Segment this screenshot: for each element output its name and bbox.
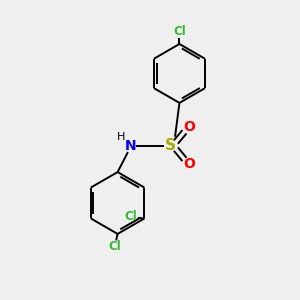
Text: S: S (165, 138, 176, 153)
Text: N: N (125, 139, 137, 153)
Text: O: O (183, 120, 195, 134)
Text: H: H (117, 132, 126, 142)
Text: O: O (183, 157, 195, 171)
Text: Cl: Cl (125, 211, 137, 224)
Text: Cl: Cl (173, 25, 186, 38)
Text: Cl: Cl (108, 240, 121, 253)
